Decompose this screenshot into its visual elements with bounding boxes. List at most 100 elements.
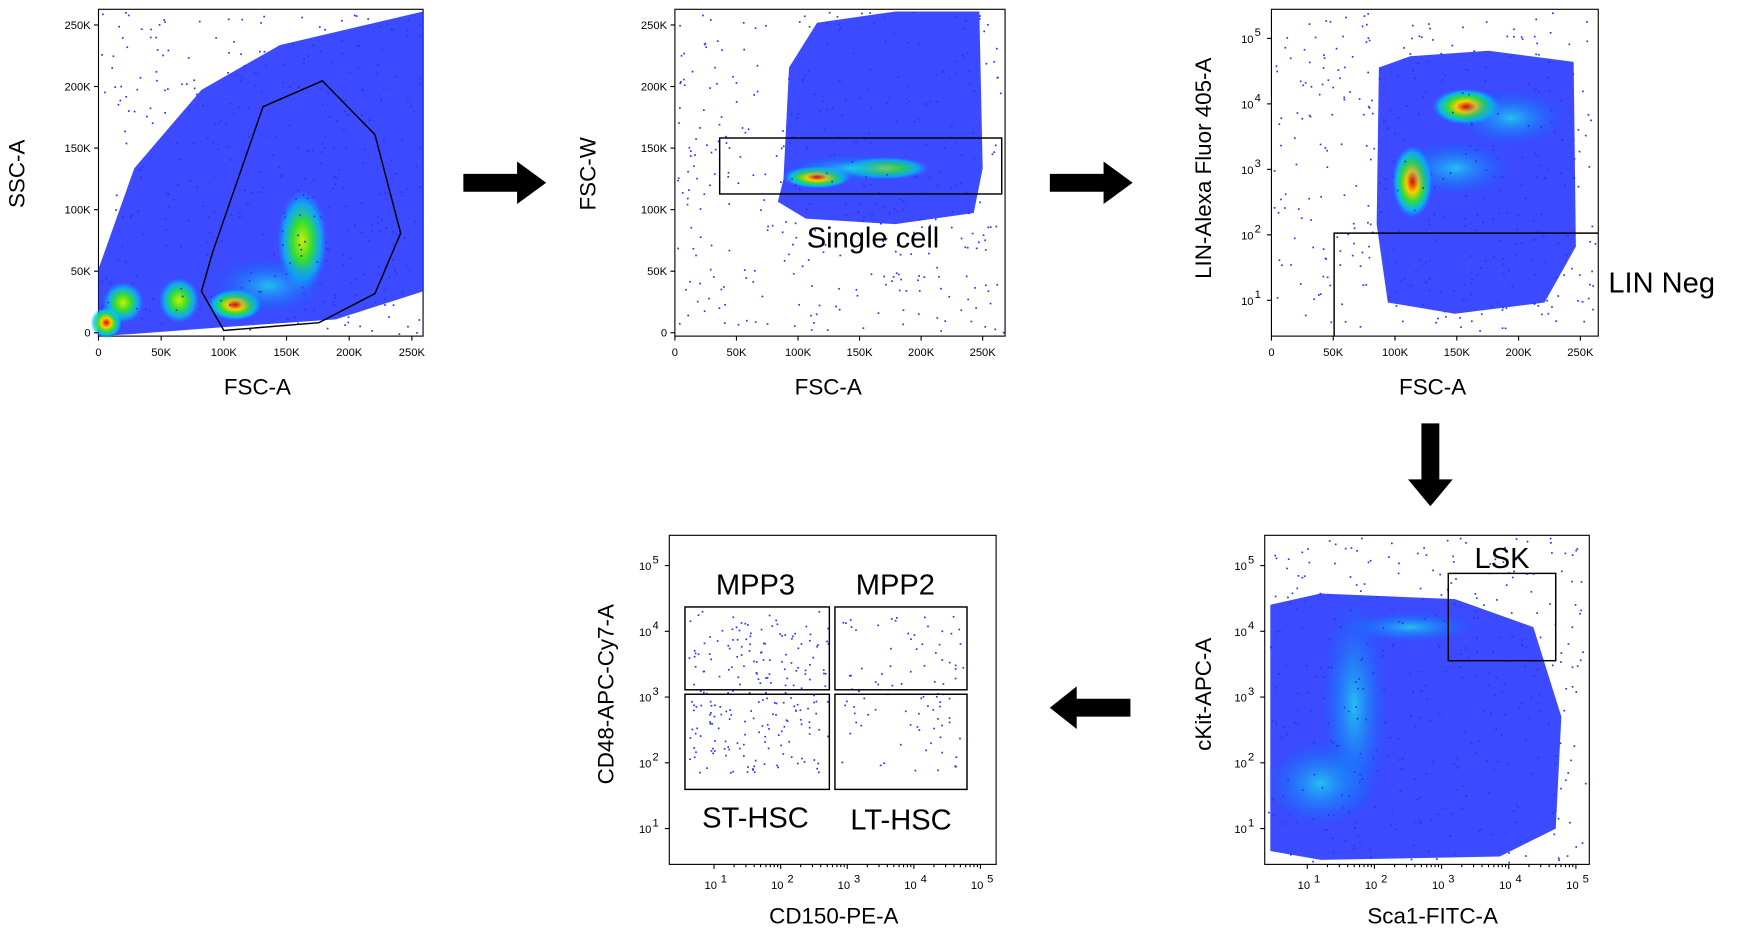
event-dot	[902, 200, 905, 202]
event-dot	[831, 107, 834, 110]
event-dot	[1308, 114, 1311, 117]
event-dot	[396, 233, 398, 236]
event-dot	[1339, 250, 1342, 252]
event-dot	[978, 138, 981, 140]
event-dot	[1418, 819, 1421, 822]
event-dot	[1455, 766, 1458, 769]
event-dot	[334, 296, 336, 299]
event-dot	[1403, 47, 1405, 49]
event-dot	[693, 709, 695, 712]
event-dot	[1428, 223, 1431, 226]
event-dot	[739, 156, 742, 158]
event-dot	[1359, 752, 1362, 755]
event-dot	[1294, 722, 1296, 724]
event-dot	[298, 244, 301, 246]
event-dot	[951, 211, 954, 213]
event-dot	[240, 287, 243, 289]
event-dot	[1395, 261, 1398, 264]
event-dot	[1572, 73, 1575, 75]
event-dot	[1353, 844, 1356, 847]
event-dot	[677, 177, 680, 180]
event-dot	[725, 754, 727, 757]
event-dot	[1579, 612, 1581, 615]
event-dot	[828, 11, 831, 14]
y-tick-label: 10	[639, 561, 651, 573]
event-dot	[1303, 575, 1306, 578]
y-tick-label: 150K	[641, 143, 668, 155]
event-dot	[381, 48, 384, 51]
event-dot	[801, 757, 803, 760]
event-dot	[1302, 84, 1305, 87]
event-dot	[1496, 157, 1499, 160]
event-dot	[1398, 230, 1400, 232]
event-dot	[139, 76, 142, 79]
event-dot	[1328, 638, 1331, 640]
event-dot	[295, 197, 297, 200]
event-dot	[180, 287, 183, 290]
x-axis-label: FSC-A	[224, 374, 291, 399]
event-dot	[1328, 814, 1330, 816]
event-dot	[1309, 709, 1312, 712]
event-dot	[105, 277, 107, 280]
event-dot	[693, 704, 695, 707]
event-dot	[1521, 38, 1524, 40]
event-dot	[1549, 32, 1552, 34]
event-dot	[861, 12, 863, 15]
event-dot	[923, 664, 926, 667]
event-dot	[736, 638, 739, 641]
event-dot	[770, 681, 772, 684]
event-dot	[1391, 607, 1393, 610]
event-dot	[1497, 302, 1499, 305]
event-dot	[1495, 728, 1497, 730]
event-dot	[1486, 760, 1489, 762]
density-peak	[1455, 89, 1567, 146]
event-dot	[692, 247, 695, 250]
arrows	[463, 161, 1453, 729]
event-dot	[1382, 120, 1385, 123]
event-dot	[948, 136, 951, 138]
event-dot	[913, 121, 916, 123]
event-dot	[228, 52, 230, 54]
event-dot	[739, 683, 741, 686]
event-dot	[689, 150, 692, 153]
event-dot	[808, 25, 811, 28]
event-dot	[1499, 240, 1501, 242]
event-dot	[1402, 768, 1405, 771]
event-dot	[1423, 618, 1426, 620]
event-dot	[164, 112, 166, 114]
event-dot	[1483, 710, 1485, 713]
event-dot	[259, 191, 262, 193]
event-dot	[260, 290, 262, 293]
event-dot	[1530, 259, 1533, 262]
event-dot	[924, 616, 926, 619]
event-dot	[1402, 757, 1404, 760]
event-dot	[1354, 821, 1357, 824]
event-dot	[361, 114, 363, 116]
event-dot	[342, 186, 345, 189]
x-tick-label: 10	[1432, 880, 1444, 892]
event-dot	[1550, 542, 1552, 544]
event-dot	[782, 701, 785, 704]
event-dot	[880, 222, 882, 225]
event-dot	[997, 76, 999, 79]
event-dot	[714, 66, 716, 69]
event-dot	[1560, 570, 1563, 573]
event-dot	[757, 678, 760, 681]
event-dot	[695, 751, 697, 754]
event-dot	[275, 136, 277, 138]
event-dot	[319, 282, 321, 285]
event-dot	[799, 718, 802, 721]
x-axis-label: FSC-A	[795, 374, 862, 399]
event-dot	[243, 150, 246, 153]
event-dot	[149, 107, 152, 110]
event-dot	[1308, 561, 1311, 564]
event-dot	[300, 248, 303, 251]
event-dot	[1513, 28, 1515, 31]
event-dot	[688, 657, 691, 659]
event-dot	[198, 20, 201, 23]
x-tick-label: 10	[971, 880, 983, 892]
event-dot	[1501, 175, 1504, 178]
event-dot	[709, 700, 712, 703]
event-dot	[960, 237, 963, 240]
event-dot	[871, 214, 873, 217]
